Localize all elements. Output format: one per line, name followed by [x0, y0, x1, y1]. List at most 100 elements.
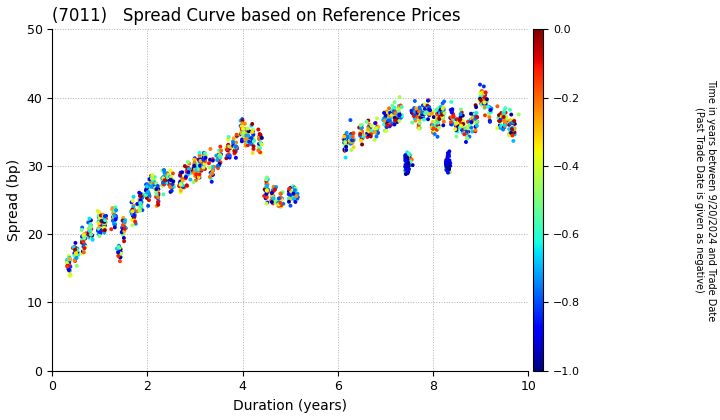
Point	[438, 111, 449, 118]
Point	[136, 199, 148, 205]
Point	[94, 226, 105, 233]
Point	[434, 110, 446, 116]
Point	[457, 118, 469, 124]
Point	[417, 102, 428, 109]
Point	[356, 124, 367, 131]
Point	[402, 163, 414, 169]
Point	[400, 156, 412, 163]
Point	[409, 108, 420, 114]
Point	[346, 132, 358, 139]
Point	[109, 221, 120, 228]
Point	[401, 160, 413, 167]
Point	[157, 182, 168, 189]
Point	[242, 130, 253, 137]
Point	[97, 212, 109, 218]
Point	[400, 165, 412, 172]
Point	[196, 166, 207, 173]
Point	[380, 116, 392, 122]
Point	[287, 194, 299, 201]
Point	[99, 213, 110, 220]
Point	[469, 111, 480, 118]
Point	[238, 131, 250, 138]
Point	[497, 113, 508, 120]
Point	[441, 163, 453, 169]
Point	[273, 195, 284, 202]
Point	[289, 192, 300, 199]
Point	[365, 131, 377, 137]
Point	[479, 105, 490, 111]
Point	[441, 158, 453, 164]
Point	[394, 114, 405, 121]
Point	[199, 152, 211, 158]
Point	[390, 110, 401, 117]
Point	[284, 202, 296, 209]
Point	[390, 110, 401, 117]
Point	[369, 129, 381, 136]
Point	[188, 169, 199, 176]
Point	[146, 181, 158, 188]
Point	[440, 165, 451, 172]
Point	[444, 114, 456, 121]
Point	[476, 89, 487, 95]
Point	[247, 126, 258, 133]
Point	[93, 220, 104, 226]
Point	[194, 163, 206, 170]
Point	[506, 125, 518, 132]
Point	[77, 238, 89, 244]
Point	[480, 91, 491, 98]
Point	[266, 197, 277, 204]
Point	[418, 116, 430, 123]
Point	[470, 117, 482, 124]
Point	[254, 131, 266, 137]
Point	[415, 107, 426, 113]
Point	[378, 110, 390, 116]
Point	[78, 241, 90, 247]
Point	[290, 193, 302, 200]
Point	[165, 176, 176, 183]
Point	[199, 154, 211, 161]
Point	[432, 120, 444, 126]
Point	[475, 95, 487, 102]
Point	[181, 169, 193, 176]
Point	[127, 204, 139, 210]
Point	[409, 111, 420, 118]
Point	[253, 133, 265, 140]
Point	[72, 249, 84, 256]
Point	[456, 118, 467, 125]
Point	[94, 220, 105, 226]
Point	[261, 174, 273, 181]
Point	[84, 233, 96, 239]
Point	[205, 175, 217, 181]
Point	[371, 125, 382, 131]
Point	[99, 221, 110, 228]
Point	[134, 201, 145, 207]
Point	[241, 134, 253, 140]
Point	[402, 166, 413, 173]
Point	[158, 179, 170, 186]
Point	[246, 135, 257, 142]
Point	[429, 118, 441, 125]
Point	[86, 232, 98, 239]
Point	[262, 187, 274, 194]
Point	[70, 239, 81, 246]
Point	[222, 143, 234, 150]
Point	[422, 105, 433, 112]
Point	[340, 143, 351, 150]
Point	[371, 127, 382, 134]
Point	[99, 224, 110, 231]
Point	[231, 133, 243, 140]
Point	[143, 194, 154, 201]
Point	[198, 153, 210, 160]
Point	[445, 115, 456, 121]
Point	[477, 89, 488, 96]
Point	[268, 187, 279, 194]
Point	[99, 220, 110, 227]
Point	[228, 143, 239, 150]
Point	[402, 160, 414, 167]
Point	[347, 137, 359, 144]
Point	[455, 122, 467, 129]
Point	[287, 190, 298, 197]
Point	[109, 207, 120, 214]
Point	[222, 147, 234, 153]
Point	[403, 150, 415, 157]
